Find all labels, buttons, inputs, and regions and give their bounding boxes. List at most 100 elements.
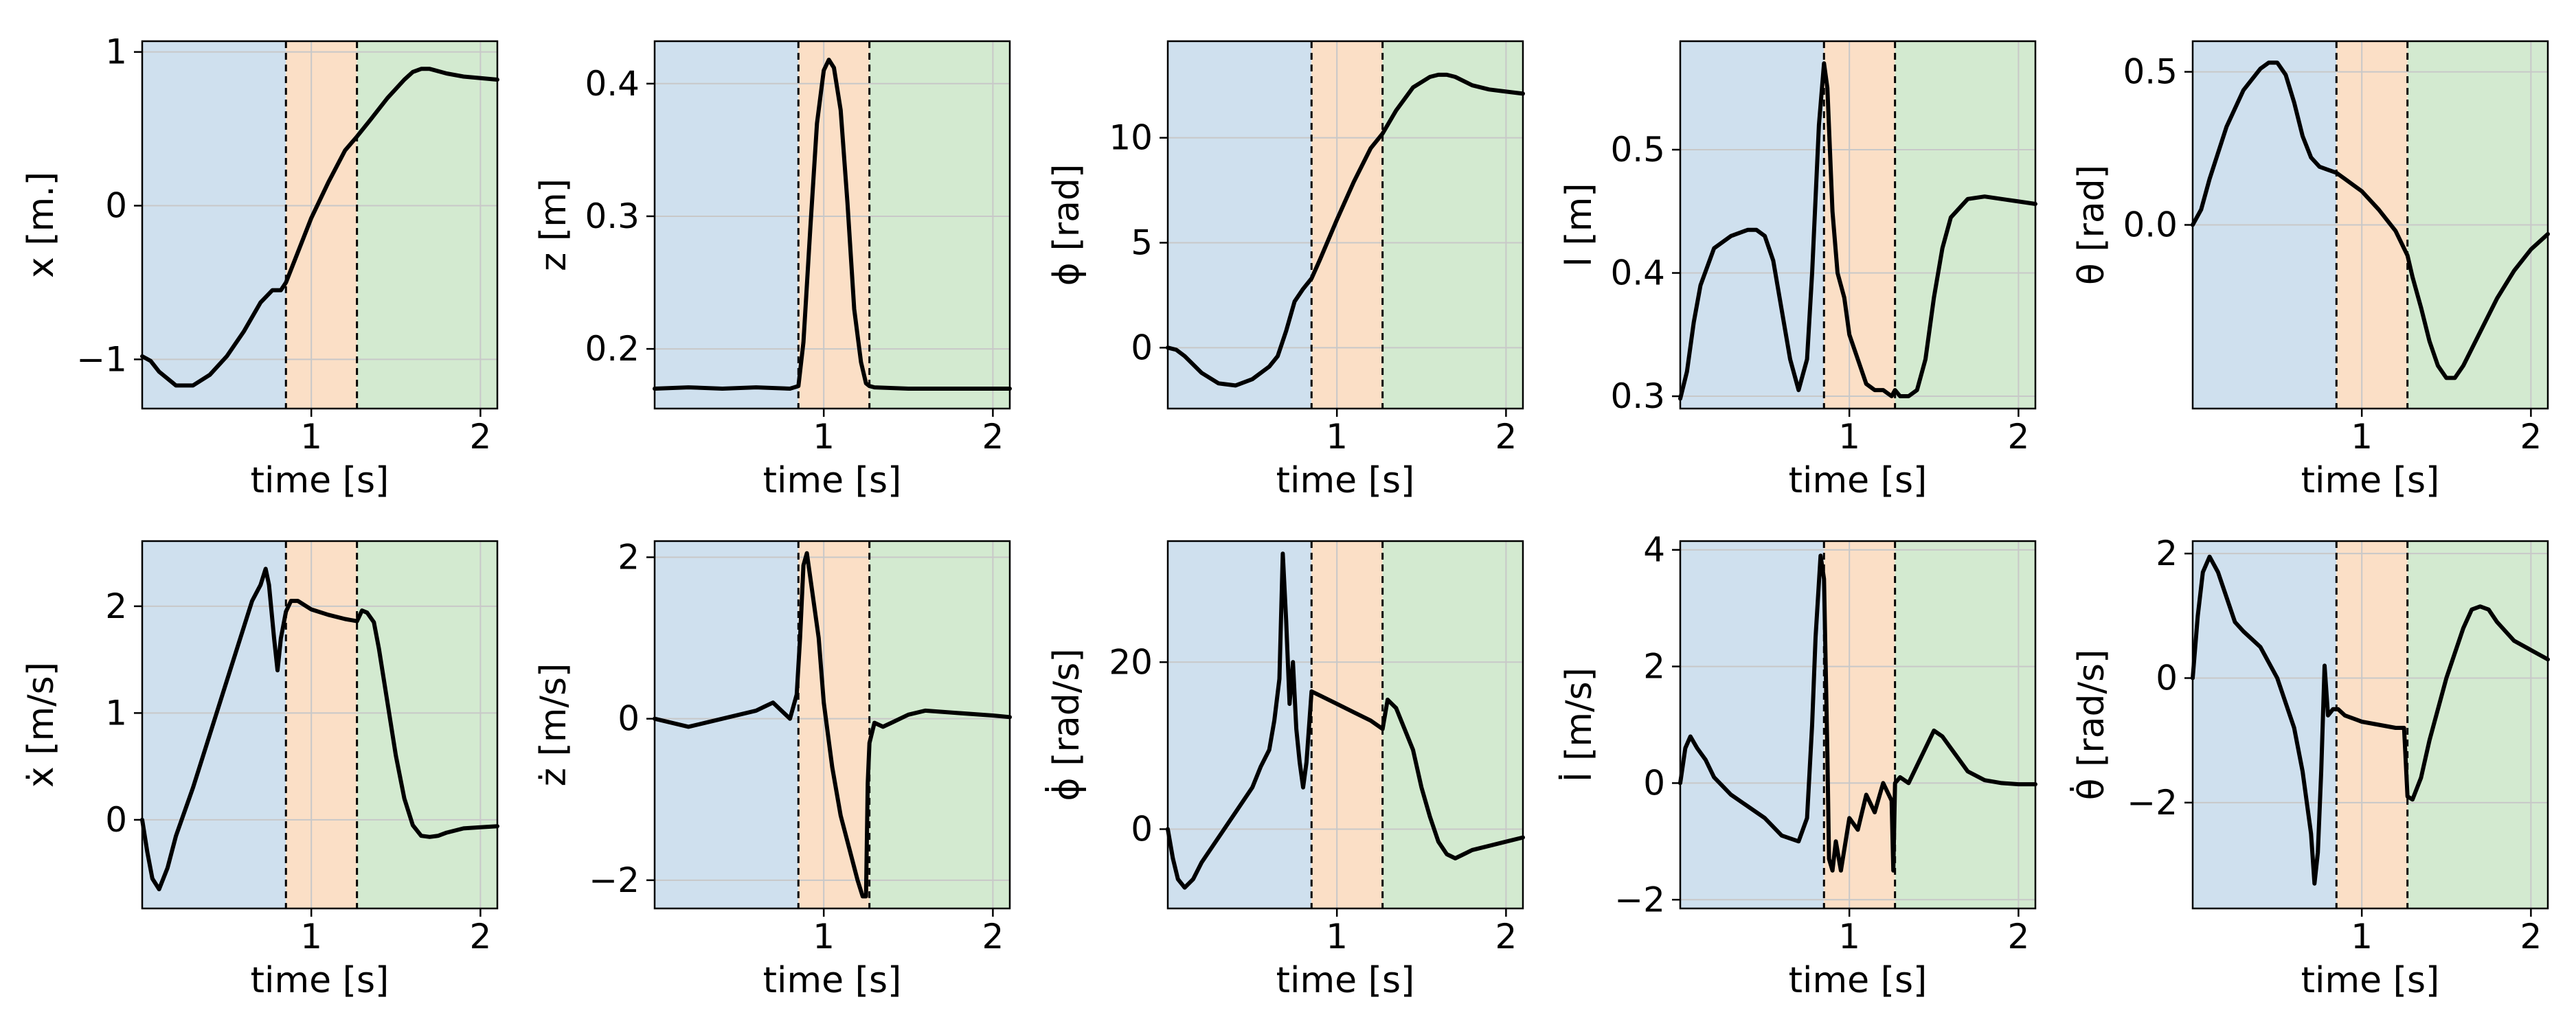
- subplot-z: 1 2 0.2 0.3 0.4 time [s] z [m]: [533, 40, 1012, 501]
- y-tick-label: 2: [105, 586, 127, 626]
- x-tick-label: 2: [2007, 417, 2029, 457]
- axes-frame: [141, 540, 499, 910]
- axes-frame: [141, 40, 499, 410]
- y-tick-label: −2: [589, 860, 640, 900]
- phase-3-region: [869, 541, 1010, 908]
- x-tick-label: 2: [469, 417, 491, 457]
- x-tick-label: 1: [813, 917, 835, 957]
- x-tick-label: 1: [1326, 417, 1348, 457]
- x-tick-label: 2: [982, 417, 1004, 457]
- axes-frame: [1166, 40, 1524, 410]
- phase-3-region: [869, 41, 1010, 409]
- y-tick-label: 0: [105, 186, 127, 226]
- series-line-z_dot: [653, 551, 1012, 899]
- x-axis-label: time [s]: [251, 460, 389, 501]
- x-axis-label: time [s]: [763, 960, 902, 1001]
- y-axis-label: l̇ [m/s]: [1559, 667, 1600, 782]
- x-axis-label: time [s]: [2301, 960, 2440, 1001]
- y-tick-label: 0.0: [2123, 205, 2178, 245]
- y-tick-label: 0: [1131, 328, 1153, 367]
- phase-3-region: [1382, 41, 1523, 409]
- axes-frame: [1679, 540, 2037, 910]
- phase-3-region: [2407, 541, 2548, 908]
- axes-frame: [653, 540, 1011, 910]
- series-line-x: [140, 67, 499, 388]
- phase-3-region: [1895, 41, 2035, 409]
- x-tick-label: 2: [2007, 917, 2029, 957]
- y-tick-label: 1: [105, 693, 127, 733]
- y-axis-label: θ [rad]: [2071, 165, 2112, 285]
- phase-2-region: [1311, 541, 1383, 908]
- x-tick-label: 1: [2351, 417, 2373, 457]
- series-line-theta: [2191, 60, 2550, 380]
- x-tick-label: 1: [300, 417, 322, 457]
- x-axis-label: time [s]: [251, 960, 389, 1001]
- phase-3-region: [1382, 541, 1523, 908]
- x-axis-label: time [s]: [1789, 460, 1928, 501]
- phase-2-region: [1311, 41, 1383, 409]
- x-tick-label: 1: [813, 417, 835, 457]
- x-tick-label: 2: [469, 917, 491, 957]
- phase-1-region: [1168, 541, 1312, 908]
- y-axis-label: z [m]: [533, 179, 574, 271]
- y-tick-label: 0: [1643, 763, 1665, 803]
- x-tick-label: 2: [1495, 417, 1517, 457]
- phase-2-region: [286, 41, 357, 409]
- y-tick-label: 20: [1109, 642, 1153, 682]
- subplot-l_dot: 1 2 −2 0 2 4 time [s] l̇ [m/s]: [1559, 530, 2037, 1001]
- series-line-l_dot: [1678, 553, 2037, 873]
- x-axis-label: time [s]: [1276, 460, 1415, 501]
- x-tick-label: 2: [2520, 917, 2542, 957]
- axes-frame: [2191, 540, 2549, 910]
- y-tick-label: −2: [2127, 783, 2178, 823]
- x-axis-label: time [s]: [2301, 460, 2440, 501]
- y-axis-label: ż [m/s]: [533, 663, 574, 787]
- y-tick-label: 0.2: [585, 329, 640, 369]
- y-tick-label: 0.5: [1610, 130, 1665, 170]
- y-axis-label: x [m.]: [21, 172, 62, 278]
- phase-1-region: [1680, 41, 1824, 409]
- y-tick-label: 2: [1643, 647, 1665, 687]
- phase-1-region: [1680, 541, 1824, 908]
- y-tick-label: 4: [1643, 530, 1665, 570]
- y-tick-label: 0.3: [585, 196, 640, 236]
- subplot-x_dot: 1 2 0 1 2 time [s] ẋ [m/s]: [21, 540, 499, 1001]
- x-tick-label: 1: [2351, 917, 2373, 957]
- series-line-phi_dot: [1166, 551, 1525, 890]
- subplot-z_dot: 1 2 −2 0 2 time [s] ż [m/s]: [533, 538, 1012, 1001]
- series-line-theta_dot: [2191, 554, 2550, 886]
- subplot-theta_dot: 1 2 −2 0 2 time [s] θ̇ [rad/s]: [2070, 534, 2550, 1001]
- y-tick-label: 0.4: [585, 64, 640, 104]
- y-tick-label: 2: [2156, 534, 2178, 573]
- series-line-phi: [1166, 72, 1525, 388]
- x-axis-label: time [s]: [1789, 960, 1928, 1001]
- phase-2-region: [1824, 41, 1895, 409]
- x-tick-label: 2: [982, 917, 1004, 957]
- x-tick-label: 2: [1495, 917, 1517, 957]
- y-tick-label: 0: [618, 699, 640, 739]
- y-tick-label: −1: [76, 339, 127, 379]
- subplot-theta: 1 2 0.0 0.5 time [s] θ [rad]: [2071, 40, 2550, 501]
- y-axis-label: θ̇ [rad/s]: [2070, 650, 2112, 801]
- x-tick-label: 1: [1326, 917, 1348, 957]
- y-axis-label: l [m]: [1559, 183, 1600, 266]
- y-tick-label: 0.3: [1610, 376, 1665, 416]
- y-tick-label: 1: [105, 32, 127, 72]
- y-tick-label: 0.4: [1610, 253, 1665, 293]
- series-line-x_dot: [140, 566, 499, 891]
- phase-1-region: [2193, 541, 2337, 908]
- x-axis-label: time [s]: [763, 460, 902, 501]
- x-axis-label: time [s]: [1276, 960, 1415, 1001]
- x-tick-label: 2: [2520, 417, 2542, 457]
- series-line-l: [1678, 61, 2037, 401]
- y-tick-label: 2: [618, 538, 640, 577]
- y-tick-label: 5: [1131, 222, 1153, 262]
- x-tick-label: 1: [300, 917, 322, 957]
- subplot-l: 1 2 0.3 0.4 0.5 time [s] l [m]: [1559, 40, 2037, 501]
- y-tick-label: 0.5: [2123, 52, 2178, 92]
- axes-frame: [1679, 40, 2037, 410]
- y-tick-label: 0: [1131, 809, 1153, 849]
- series-line-z: [653, 58, 1012, 391]
